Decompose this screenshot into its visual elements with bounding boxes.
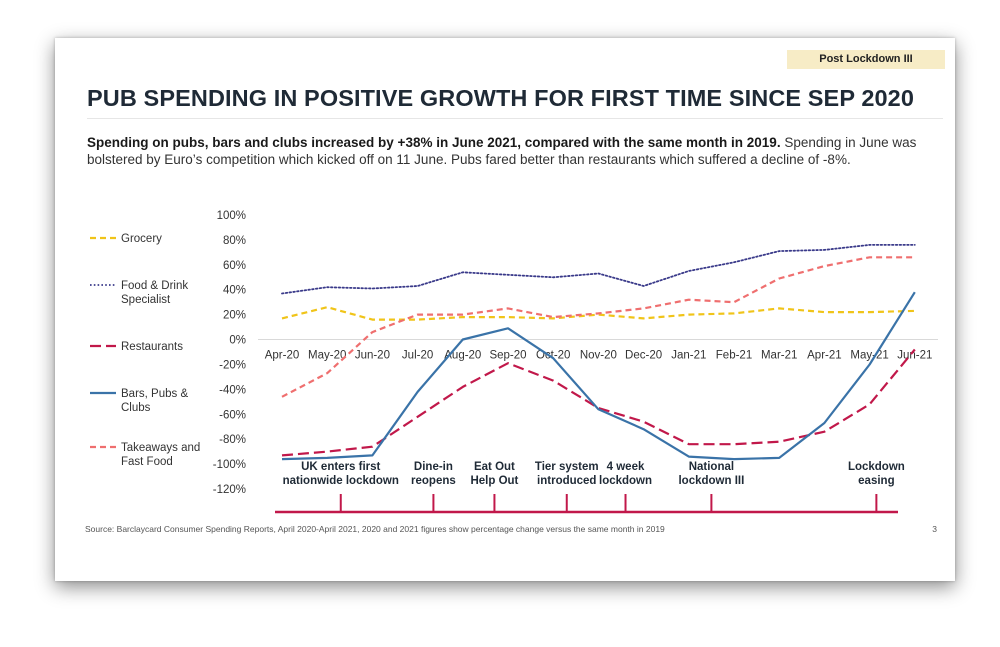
timeline-annotation: 4 week lockdown [599, 461, 652, 487]
x-tick-label: Jun-21 [897, 350, 932, 362]
y-tick-label: 40% [223, 285, 246, 297]
page-title: PUB SPENDING IN POSITIVE GROWTH FOR FIRS… [87, 85, 914, 111]
timeline-annotation-line: National [689, 461, 734, 473]
timeline-annotation-line: Dine-in [414, 461, 453, 473]
timeline-annotation-line: reopens [411, 475, 456, 487]
x-tick-label: May-21 [850, 350, 888, 362]
timeline-annotation: National lockdown III [678, 461, 744, 487]
x-tick-label: Aug-20 [444, 350, 481, 362]
section-badge: Post Lockdown III [787, 50, 945, 69]
subtitle-body: Spending in June was bolstered by Euro’s… [87, 135, 917, 167]
legend-label-line: Grocery [121, 233, 162, 245]
legend-label: Grocery [121, 233, 162, 245]
legend-label-line: Bars, Pubs & [121, 388, 188, 400]
legend-label: Takeaways and Fast Food [121, 442, 200, 468]
legend-label-line: Restaurants [121, 341, 183, 353]
series-line-takeaways-and-fast-food [281, 256, 915, 398]
legend-label: Restaurants [121, 341, 183, 353]
series-line-grocery [281, 306, 915, 321]
y-tick-label: -40% [219, 384, 246, 396]
source-note: Source: Barclaycard Consumer Spending Re… [85, 524, 665, 534]
timeline-annotation-line: Tier system [535, 461, 599, 473]
y-tick-label: 20% [223, 310, 246, 322]
legend-label: Food & Drink Specialist [121, 280, 188, 306]
x-tick-label: Feb-21 [716, 350, 752, 362]
subtitle-highlight: Spending on pubs, bars and clubs increas… [87, 135, 781, 150]
y-tick-label: 80% [223, 235, 246, 247]
legend-label-line: Fast Food [121, 456, 173, 468]
y-tick-label: -100% [213, 459, 246, 471]
timeline-annotation: UK enters first nationwide lockdown [283, 461, 399, 487]
x-tick-label: Jul-20 [402, 350, 433, 362]
page-number: 3 [932, 524, 937, 534]
title-divider [87, 118, 943, 119]
legend-label-line: Food & Drink [121, 280, 188, 292]
timeline-annotation-line: 4 week [607, 461, 645, 473]
x-tick-label: Dec-20 [625, 350, 662, 362]
y-tick-label: -20% [219, 359, 246, 371]
timeline-annotation-line: introduced [537, 475, 596, 487]
slide: Post Lockdown III PUB SPENDING IN POSITI… [55, 38, 955, 581]
series-line-restaurants [281, 348, 916, 457]
x-tick-label: Apr-20 [265, 350, 300, 362]
timeline-annotation-line: lockdown [599, 475, 652, 487]
timeline-annotation: Dine-in reopens [411, 461, 456, 487]
x-tick-label: Nov-20 [580, 350, 617, 362]
y-tick-label: -80% [219, 434, 246, 446]
legend-label-line: Takeaways and [121, 442, 200, 454]
timeline-annotation-line: Eat Out [474, 461, 515, 473]
y-tick-label: 0% [229, 335, 246, 347]
timeline-annotation: Eat Out Help Out [470, 461, 518, 487]
subtitle: Spending on pubs, bars and clubs increas… [87, 134, 947, 168]
series-line-food-drink-specialist [281, 243, 916, 295]
x-tick-label: Sep-20 [489, 350, 526, 362]
timeline-annotation: Tier system introduced [535, 461, 599, 487]
legend-label: Bars, Pubs & Clubs [121, 388, 188, 414]
x-tick-label: Jan-21 [671, 350, 706, 362]
timeline-annotation-line: nationwide lockdown [283, 475, 399, 487]
legend-label-line: Specialist [121, 294, 171, 306]
timeline-annotation-line: easing [858, 475, 894, 487]
y-tick-label: -60% [219, 409, 246, 421]
timeline-annotation-line: UK enters first [301, 461, 380, 473]
timeline-annotation-line: Help Out [470, 475, 518, 487]
y-tick-label: -120% [213, 484, 246, 496]
x-tick-label: Jun-20 [355, 350, 390, 362]
timeline-annotation-line: Lockdown [848, 461, 905, 473]
x-tick-label: May-20 [308, 350, 346, 362]
timeline-annotation-line: lockdown III [678, 475, 744, 487]
y-tick-label: 100% [217, 210, 246, 222]
x-tick-label: Mar-21 [761, 350, 797, 362]
x-tick-label: Apr-21 [807, 350, 842, 362]
timeline-annotation: Lockdown easing [848, 461, 905, 487]
legend-label-line: Clubs [121, 402, 151, 414]
y-tick-label: 60% [223, 260, 246, 272]
series-line-bars-pubs-clubs [281, 291, 916, 461]
